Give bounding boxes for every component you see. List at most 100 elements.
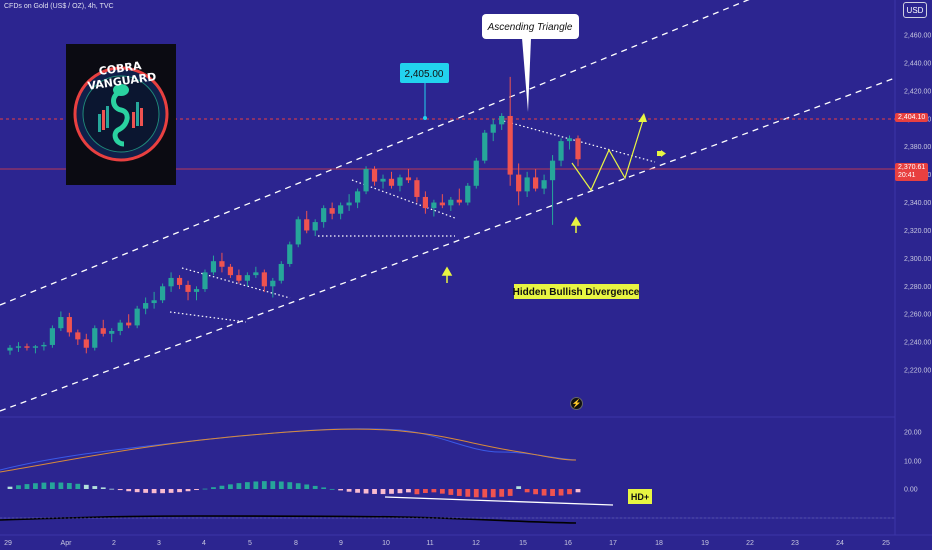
candle — [465, 182, 471, 206]
histogram-bar — [295, 483, 301, 489]
divergence-label-box[interactable]: Hidden Bullish Divergence — [513, 284, 640, 299]
price-tick-label: 2,320.00 — [904, 228, 931, 235]
histogram-bar — [507, 489, 513, 496]
hd-label-box[interactable]: HD+ — [628, 489, 652, 504]
histogram-bar — [160, 489, 165, 494]
time-tick-label: 8 — [294, 540, 298, 547]
candle-body — [405, 177, 412, 181]
price-tick-label: 2,300.00 — [904, 256, 931, 263]
histogram-bar — [312, 485, 318, 489]
lower-channel-line[interactable] — [0, 77, 896, 412]
candle-body — [338, 205, 344, 214]
candle — [380, 174, 386, 189]
candle — [533, 169, 539, 192]
candle — [524, 171, 530, 197]
candle-body — [499, 115, 505, 125]
candle — [227, 263, 234, 278]
candle — [159, 283, 166, 304]
projection-arrow-icon — [638, 113, 647, 122]
histogram-bar — [516, 486, 522, 489]
histogram-bar — [541, 489, 547, 496]
time-tick-label: 22 — [746, 540, 754, 547]
time-tick-label: 4 — [202, 540, 206, 547]
candle-body — [58, 317, 64, 329]
candle — [244, 272, 250, 287]
candle — [193, 286, 200, 301]
candle-body — [566, 138, 573, 142]
histogram-bar — [482, 489, 488, 498]
candle-body — [575, 138, 581, 160]
currency-button[interactable]: USD — [903, 2, 927, 18]
candle — [287, 241, 293, 267]
candle-body — [126, 322, 132, 326]
histogram-bar — [465, 489, 471, 497]
time-tick-label: 24 — [836, 540, 844, 547]
candle — [151, 291, 157, 309]
time-tick-label: 3 — [157, 540, 161, 547]
candle-body — [371, 169, 378, 182]
upper-channel-line[interactable] — [0, 0, 895, 306]
histogram-bar — [473, 489, 479, 498]
histogram-bar — [406, 489, 411, 493]
bullish-arrows — [441, 216, 582, 283]
candle — [371, 166, 378, 186]
histogram-bar — [524, 489, 530, 493]
candle-body — [414, 180, 420, 197]
candle — [7, 344, 13, 355]
histogram-bar — [126, 489, 132, 492]
histogram-bar — [75, 483, 81, 489]
candle-body — [176, 277, 183, 285]
price-tick-label: 2,260.00 — [904, 312, 931, 319]
candle-body — [431, 202, 437, 209]
bolt-icon[interactable]: ⚡ — [570, 397, 583, 410]
histogram-bar — [194, 489, 199, 491]
candle-body — [15, 346, 22, 348]
histogram-bar — [253, 481, 259, 489]
cobra-logo-icon — [73, 66, 169, 162]
time-tick-label: 19 — [701, 540, 709, 547]
candles-layer — [7, 76, 581, 355]
symbol-title[interactable]: CFDs on Gold (US$ / OZ), 4h, TVC — [4, 3, 114, 10]
candle-body — [388, 178, 395, 186]
candle — [346, 194, 352, 211]
time-tick-label: 25 — [882, 540, 890, 547]
histogram-bar — [236, 483, 242, 489]
time-tick-label: 23 — [791, 540, 799, 547]
candle-body — [41, 344, 47, 347]
histogram-bar — [202, 488, 208, 490]
resistance-label-box[interactable]: 2,405.00 — [400, 63, 449, 120]
candle — [312, 219, 318, 237]
candle-body — [66, 317, 72, 333]
candle-body — [193, 289, 200, 292]
candle-body — [83, 339, 89, 348]
histogram-bar — [575, 489, 581, 493]
pattern-label-box[interactable]: Ascending Triangle — [482, 14, 579, 112]
candle — [490, 118, 496, 142]
candle — [575, 135, 581, 167]
current-price: 2,370.61 — [898, 164, 926, 171]
up-arrow-icon — [441, 266, 453, 276]
indicator-tick-label: 20.00 — [904, 430, 922, 437]
time-tick-label: 29 — [4, 540, 12, 547]
histogram-bar — [389, 489, 394, 494]
triangle-bottom-1 — [169, 311, 247, 323]
histogram-bar — [83, 484, 89, 489]
candle-body — [168, 277, 174, 287]
candle — [83, 333, 89, 354]
histogram-bar — [414, 489, 420, 495]
divergence-line — [384, 496, 614, 506]
candle-body — [380, 178, 386, 182]
hd-label: HD+ — [631, 492, 649, 502]
divergence-label: Hidden Bullish Divergence — [513, 287, 640, 298]
candle-body — [210, 261, 217, 273]
histogram-layer — [7, 481, 581, 498]
histogram-bar — [177, 489, 182, 493]
indicator-tick-label: 10.00 — [904, 459, 922, 466]
histogram-bar — [244, 482, 250, 489]
pattern-label: Ascending Triangle — [487, 22, 573, 33]
time-axis[interactable]: 29 Apr 2 3 4 5 8 9 10 11 12 15 16 17 18 19 22 23 24 25 — [4, 540, 890, 547]
time-tick-label: 18 — [655, 540, 663, 547]
candle-body — [244, 275, 250, 281]
candle — [236, 269, 242, 284]
candle — [168, 272, 174, 292]
